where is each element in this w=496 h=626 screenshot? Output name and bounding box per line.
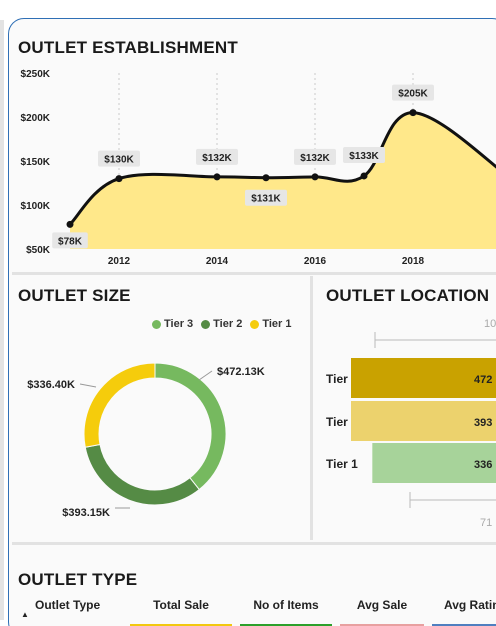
column-label-avg-rating: Avg Rating — [444, 598, 496, 612]
x-tick-label: 2016 — [304, 256, 327, 267]
y-tick-label: $150K — [21, 157, 51, 168]
data-label: $78K — [58, 236, 83, 247]
legend-item-tier3[interactable]: Tier 3 — [152, 318, 193, 330]
establishment-area-chart[interactable]: $50K $100K $150K $200K $250K 2012 2014 2016 2018… — [10, 60, 496, 272]
sort-ascending-icon[interactable]: ▲ — [21, 610, 29, 619]
data-point — [409, 109, 417, 117]
type-title: OUTLET TYPE — [18, 570, 138, 589]
divider-top — [12, 272, 496, 275]
data-label: $205K — [398, 89, 428, 100]
left-edge-strip — [0, 20, 4, 620]
y-tick-label: $100K — [21, 201, 51, 212]
column-header-avg-rating[interactable]: Avg Rating — [432, 598, 496, 626]
data-label-box — [98, 150, 140, 167]
bar-value-label: 336 — [474, 459, 492, 471]
location-title: OUTLET LOCATION — [326, 286, 490, 305]
bar-category-label: Tier 2 — [326, 415, 358, 429]
column-label-avg-sale: Avg Sale — [356, 598, 408, 612]
bar-value-label: 393 — [474, 417, 492, 429]
column-label-outlet-type: Outlet Type — [35, 598, 101, 612]
data-label-box — [343, 146, 385, 163]
area-fill — [70, 112, 496, 249]
column-header-no-of-items[interactable]: No of Items — [240, 598, 332, 626]
x-tick-label: 2018 — [402, 256, 425, 267]
bar-tier3 — [351, 358, 496, 398]
location-bar-chart[interactable]: 10 Tier 3 472 Tier 2 393 Tier 1 336 71 — [314, 306, 496, 536]
data-label: $130K — [104, 155, 134, 166]
data-label-box — [392, 84, 434, 101]
axis-top-label: 10 — [484, 318, 496, 330]
size-donut-chart[interactable]: $472.13K $393.15K $336.40K — [12, 336, 308, 546]
bar-category-label: Tier 3 — [326, 372, 358, 386]
slice-label: $393.15K — [62, 507, 110, 519]
data-point — [213, 173, 221, 181]
slice-label: $336.40K — [27, 379, 75, 391]
outlet-type-table-header: Outlet Type ▲ Total Sale No of Items Avg… — [18, 598, 496, 626]
bar-tier2 — [351, 401, 496, 441]
data-point — [360, 172, 368, 180]
data-label: $133K — [349, 151, 379, 162]
column-header-avg-sale[interactable]: Avg Sale — [340, 598, 424, 626]
data-point — [115, 175, 123, 183]
data-label: $132K — [300, 153, 330, 164]
y-tick-label: $50K — [26, 245, 51, 256]
y-tick-label: $200K — [21, 113, 51, 124]
no-of-items-underline — [240, 624, 332, 626]
column-header-outlet-type[interactable]: Outlet Type ▲ — [18, 598, 118, 626]
donut-slice-tier1 — [83, 362, 156, 448]
data-point — [66, 220, 74, 228]
data-point — [311, 173, 319, 181]
legend-dot-tier2 — [201, 319, 211, 329]
data-label-box — [294, 148, 336, 165]
legend-item-tier1[interactable]: Tier 1 — [250, 318, 291, 330]
size-title: OUTLET SIZE — [18, 286, 131, 305]
bar-category-label: Tier 1 — [326, 457, 358, 471]
x-tick-label: 2012 — [108, 256, 131, 267]
legend-label-tier2: Tier 2 — [213, 318, 243, 330]
legend-dot-tier3 — [152, 319, 161, 329]
data-label-box — [196, 148, 238, 165]
donut-slice-tier2 — [84, 443, 200, 506]
slice-label: $472.13K — [217, 366, 265, 378]
column-header-total-sale[interactable]: Total Sale — [130, 598, 232, 626]
column-label-total-sale: Total Sale — [153, 598, 209, 612]
bar-tier1 — [372, 443, 496, 483]
x-tick-label: 2014 — [206, 256, 229, 267]
establishment-title: OUTLET ESTABLISHMENT — [18, 38, 238, 57]
legend-label-tier3: Tier 3 — [164, 318, 194, 330]
axis-bottom-label: 71 — [480, 517, 492, 529]
avg-sale-underline — [340, 624, 424, 626]
leader-line — [79, 383, 97, 388]
bar-value-label: 472 — [474, 374, 492, 386]
size-legend: Tier 3 Tier 2 Tier 1 — [152, 318, 291, 330]
legend-item-tier2[interactable]: Tier 2 — [201, 318, 242, 330]
divider-bottom — [12, 542, 496, 545]
divider-middle — [310, 276, 313, 540]
y-tick-label: $250K — [21, 69, 51, 80]
data-label: $131K — [251, 194, 281, 205]
data-point — [262, 174, 270, 182]
data-label: $132K — [202, 153, 232, 164]
legend-dot-tier1 — [250, 319, 260, 329]
legend-label-tier1: Tier 1 — [262, 318, 292, 330]
data-label-box — [52, 232, 88, 249]
column-label-no-of-items: No of Items — [253, 598, 319, 612]
donut-slice-tier3 — [154, 362, 227, 491]
data-label-box — [245, 189, 287, 206]
total-sale-underline — [130, 624, 232, 626]
leader-line — [198, 370, 213, 381]
avg-rating-underline — [432, 624, 496, 626]
